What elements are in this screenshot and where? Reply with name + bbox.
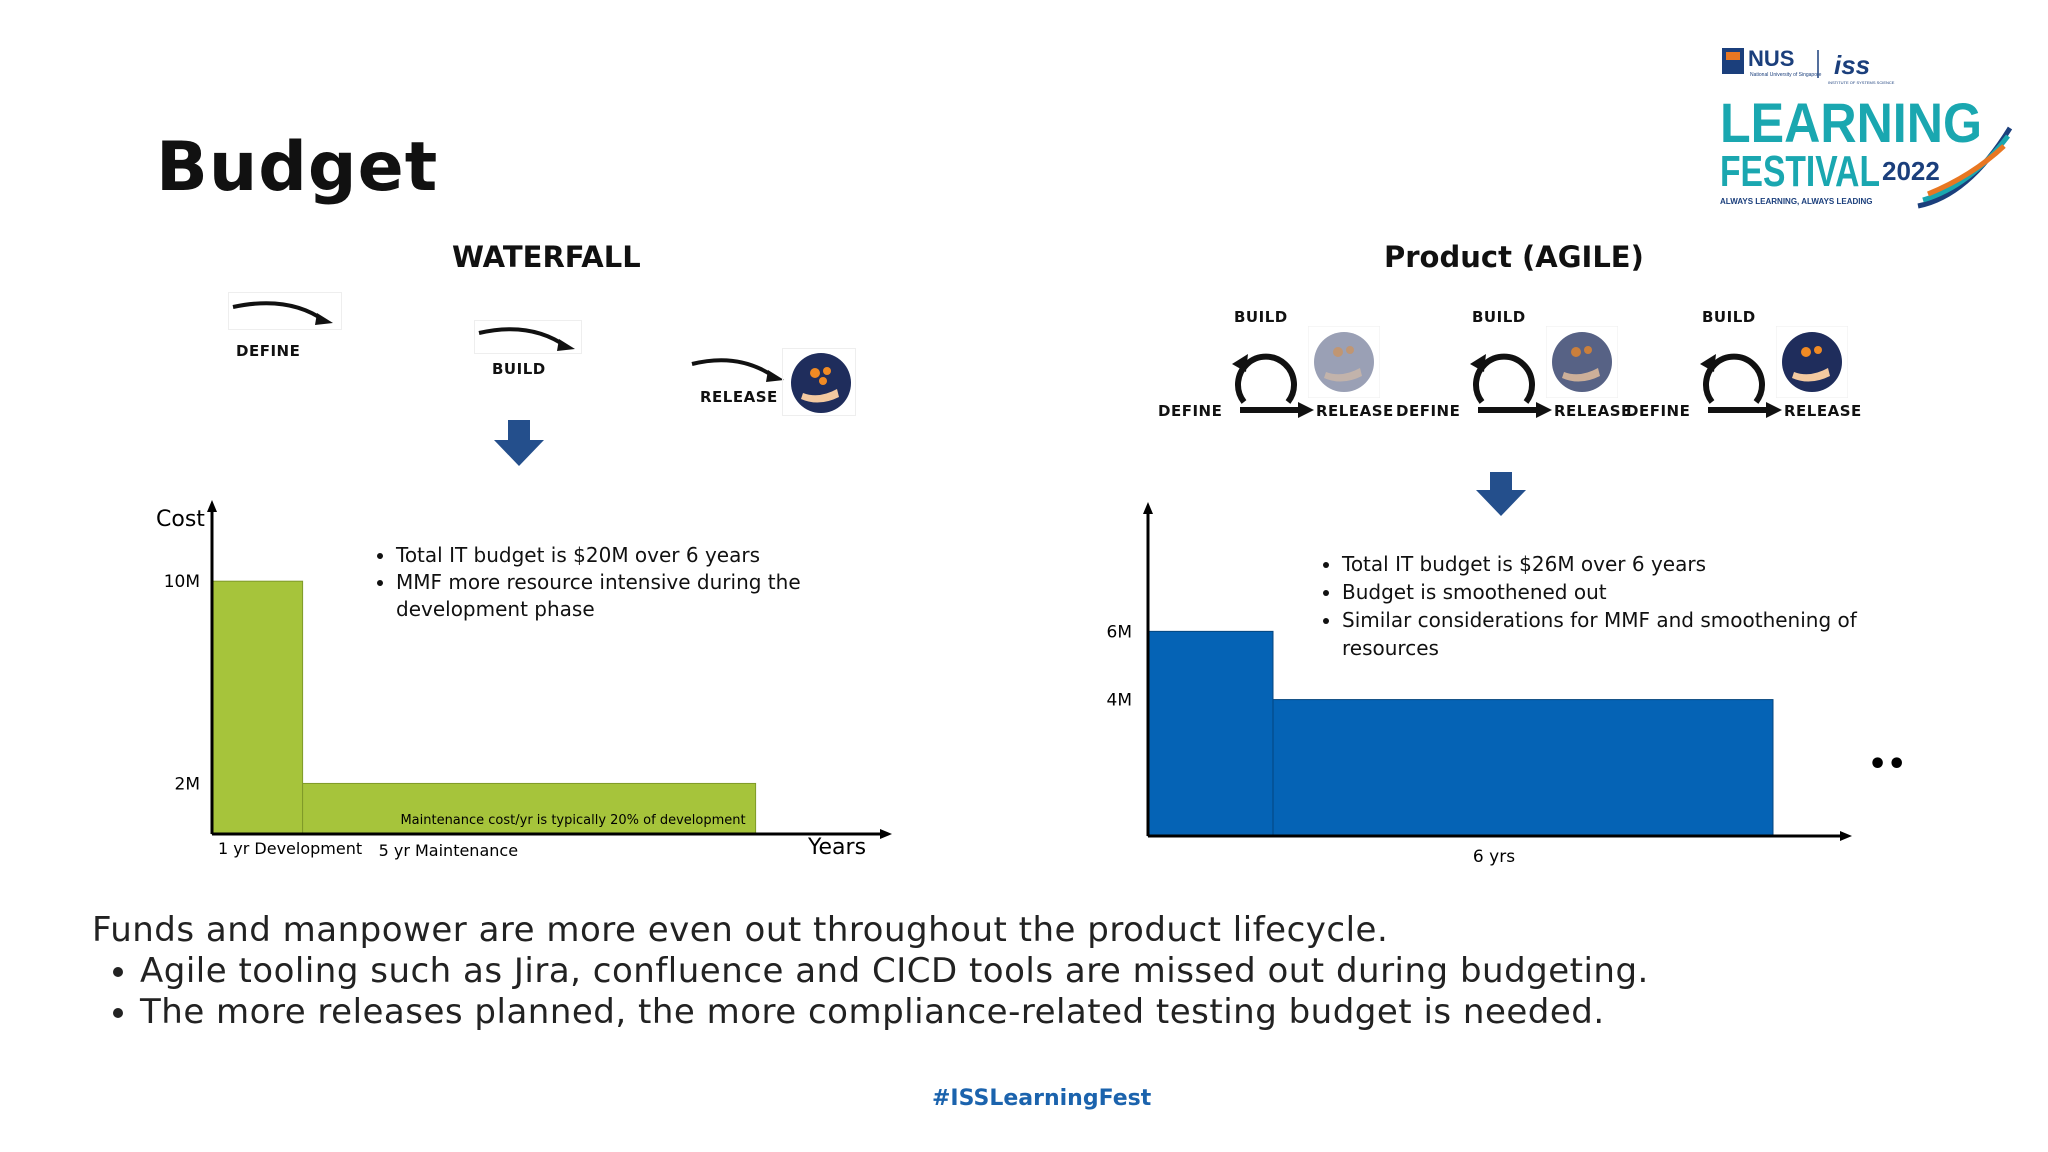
y-tick-label: 4M	[1107, 691, 1132, 711]
iss-wordmark: iss	[1834, 50, 1870, 80]
waterfall-cost-chart: Cost 2M 10M 1 yr Development 5 yr Maintenanc…	[156, 500, 892, 860]
release-arrow-icon	[690, 352, 786, 384]
logo-learning: LEARNING	[1720, 91, 1982, 154]
nus-wordmark: NUS	[1748, 46, 1794, 71]
logo-year: 2022	[1882, 156, 1940, 186]
agile-heading: Product (AGILE)	[1384, 240, 1644, 274]
y-tick-label: 10M	[164, 572, 200, 592]
waterfall-bullets: Total IT budget is $20M over 6 years MMF…	[362, 542, 816, 623]
x-category-label: 1 yr Development	[218, 839, 362, 858]
nus-crest-icon	[1722, 48, 1744, 74]
continuation-dots: •••	[1868, 747, 1910, 782]
agile-step-define: DEFINE	[1396, 402, 1461, 420]
summary-bullet: Agile tooling such as Jira, confluence a…	[140, 951, 1649, 992]
release-coins-icon	[1308, 326, 1380, 398]
logo-swoosh-orange	[1927, 144, 2006, 197]
build-arrow-icon	[474, 320, 582, 354]
release-coins-icon	[1776, 326, 1848, 398]
logo-tagline: ALWAYS LEARNING, ALWAYS LEADING	[1720, 197, 1872, 206]
agile-down-arrow-icon	[1476, 472, 1526, 521]
agile-step-build: BUILD	[1234, 308, 1288, 326]
logo-festival: FESTIVAL	[1720, 147, 1880, 196]
x-axis-label: Years	[807, 835, 866, 860]
agile-step-define: DEFINE	[1158, 402, 1223, 420]
iteration-cycle-icon	[1700, 353, 1782, 418]
define-arrow-icon	[228, 292, 342, 330]
release-coins-icon	[1546, 326, 1618, 398]
iteration-cycle-icon	[1470, 353, 1552, 418]
summary-text: Funds and manpower are more even out thr…	[92, 910, 1649, 1033]
summary-bullet: The more releases planned, the more comp…	[140, 992, 1649, 1033]
logo-graphic: NUS National University of Singapore iss…	[1720, 46, 2013, 209]
waterfall-step-define: DEFINE	[236, 342, 301, 360]
agile-bullets: Total IT budget is $26M over 6 years Bud…	[1308, 550, 1882, 662]
agile-bullet: Budget is smoothened out	[1342, 578, 1882, 606]
cost-bar-0	[211, 580, 304, 835]
agile-cycle: BUILD DEFINE RELEASE	[1158, 306, 1398, 422]
logo-swoosh-teal	[1922, 134, 2010, 203]
x-axis-arrowhead	[880, 829, 892, 839]
release-coins-icon	[782, 348, 856, 416]
waterfall-bullet: MMF more resource intensive during the d…	[396, 569, 816, 623]
agile-cycle: BUILD DEFINE RELEASE	[1396, 306, 1636, 422]
agile-cost-chart: 4M 6M 6 yrs •••	[1107, 502, 1910, 867]
waterfall-bullet: Total IT budget is $20M over 6 years	[396, 542, 816, 569]
maintenance-note: Maintenance cost/yr is typically 20% of …	[400, 813, 745, 828]
agile-bullet: Similar considerations for MMF and smoot…	[1342, 606, 1882, 662]
cost-bar-1	[302, 782, 757, 835]
y-axis-arrowhead	[207, 500, 217, 512]
agile-step-release: RELEASE	[1784, 402, 1862, 420]
agile-step-build: BUILD	[1702, 308, 1756, 326]
x-category-label: 5 yr Maintenance	[379, 841, 518, 860]
summary-lead: Funds and manpower are more even out thr…	[92, 910, 1389, 950]
hashtag: #ISSLearningFest	[932, 1086, 1152, 1111]
agile-cycle: BUILD DEFINE RELEASE	[1626, 306, 1866, 422]
waterfall-step-build: BUILD	[492, 360, 546, 378]
agile-bullet: Total IT budget is $26M over 6 years	[1342, 550, 1882, 578]
nus-subtitle: National University of Singapore	[1750, 72, 1822, 78]
iteration-cycle-icon	[1232, 353, 1314, 418]
waterfall-step-release: RELEASE	[700, 388, 778, 406]
agile-step-define: DEFINE	[1626, 402, 1691, 420]
y-axis-arrowhead	[1143, 502, 1153, 514]
learning-festival-logo: NUS National University of Singapore iss…	[1718, 46, 2018, 214]
x-axis-arrowhead	[1840, 831, 1852, 841]
waterfall-down-arrow-icon	[494, 420, 544, 471]
agile-step-release: RELEASE	[1554, 402, 1632, 420]
budget-bar-0	[1147, 630, 1274, 837]
waterfall-heading: WATERFALL	[452, 240, 641, 274]
y-tick-label: 6M	[1107, 622, 1132, 642]
budget-bar-1	[1272, 699, 1774, 837]
slide-title: Budget	[156, 128, 439, 207]
y-tick-label: 2M	[175, 774, 200, 794]
y-axis-label: Cost	[156, 507, 205, 532]
agile-step-build: BUILD	[1472, 308, 1526, 326]
iss-subtitle: INSTITUTE OF SYSTEMS SCIENCE	[1828, 80, 1895, 85]
x-axis-label: 6 yrs	[1473, 847, 1515, 867]
agile-step-release: RELEASE	[1316, 402, 1394, 420]
